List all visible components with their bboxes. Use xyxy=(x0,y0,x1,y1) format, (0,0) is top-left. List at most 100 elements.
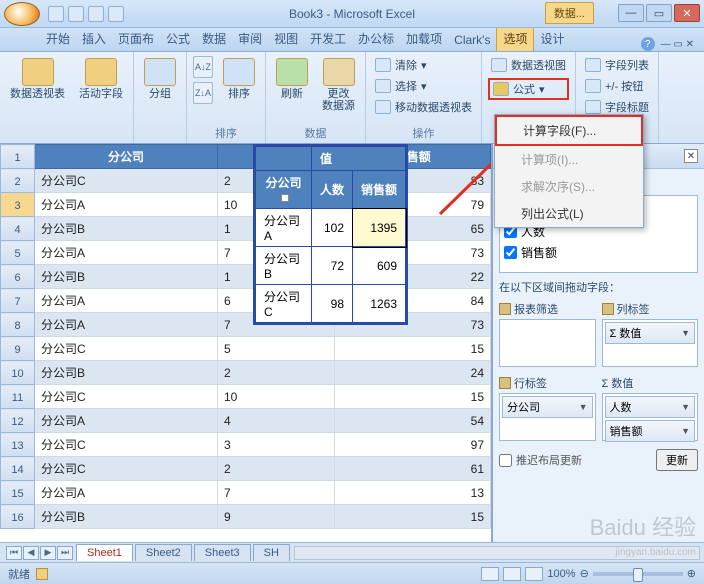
qat-redo-icon[interactable] xyxy=(88,6,104,22)
tab-nav-next[interactable]: ▶ xyxy=(40,546,56,560)
defer-layout[interactable]: 推迟布局更新 更新 xyxy=(493,445,704,475)
list-formulas-item[interactable]: 列出公式(L) xyxy=(495,200,643,227)
zoom-slider[interactable] xyxy=(593,572,683,576)
tag-company: 分公司▼ xyxy=(502,396,593,418)
table-cell: 分公司C xyxy=(35,337,218,361)
group-button[interactable]: 分组 xyxy=(140,56,180,102)
sheet-tab-3[interactable]: Sheet3 xyxy=(194,544,251,561)
sheet-tabs: ⏮ ◀ ▶ ⏭ Sheet1 Sheet2 Sheet3 SH xyxy=(0,542,704,562)
window-title: Book3 - Microsoft Excel xyxy=(289,7,415,21)
group-label-actions: 操作 xyxy=(372,123,475,141)
ribbon-group-group: 分组 xyxy=(134,52,187,143)
area-report-filter[interactable]: 报表筛选 xyxy=(499,299,596,367)
ribbon-group-sort: A↓Z Z↓A 排序 排序 xyxy=(187,52,266,143)
pivot-table[interactable]: 值 分公司 人数 销售额 分公司A1021395 分公司B72609 分公司C9… xyxy=(253,144,408,325)
horizontal-scrollbar[interactable] xyxy=(294,546,700,560)
tab-nav-prev[interactable]: ◀ xyxy=(23,546,39,560)
field-check-sales[interactable]: 销售额 xyxy=(504,242,693,263)
sheet-tab-4[interactable]: SH xyxy=(253,544,290,561)
tab-nav-last[interactable]: ⏭ xyxy=(57,546,73,560)
col-header: 分公司 xyxy=(35,145,218,169)
sort-desc-icon[interactable]: Z↓A xyxy=(193,82,213,104)
qat-undo-icon[interactable] xyxy=(68,6,84,22)
formulas-button[interactable]: 公式▾ xyxy=(488,78,569,100)
refresh-button[interactable]: 刷新 xyxy=(272,56,312,102)
tab-review[interactable]: 审阅 xyxy=(232,26,268,51)
worksheet-area[interactable]: 1分公司人数销售额2分公司C2833分公司A10794分公司B1655分公司A7… xyxy=(0,144,492,542)
area-column-labels[interactable]: 列标签 Σ 数值▼ xyxy=(602,299,699,367)
tab-nav-first[interactable]: ⏮ xyxy=(6,546,22,560)
tab-options[interactable]: 选项 xyxy=(496,25,534,51)
plusminus-button[interactable]: +/- 按钮 xyxy=(582,77,652,95)
update-button[interactable]: 更新 xyxy=(656,449,698,471)
status-ready: 就绪 xyxy=(8,566,30,582)
tab-design[interactable]: 设计 xyxy=(534,26,570,51)
tag-count: 人数▼ xyxy=(605,396,696,418)
tab-developer[interactable]: 开发工 xyxy=(304,26,352,51)
tab-view[interactable]: 视图 xyxy=(268,26,304,51)
pivot-filter-icon[interactable] xyxy=(281,194,289,202)
macro-record-icon[interactable] xyxy=(36,568,48,580)
sheet-tab-2[interactable]: Sheet2 xyxy=(135,544,192,561)
fieldlist-button[interactable]: 字段列表 xyxy=(582,56,652,74)
group-label-sort: 排序 xyxy=(193,123,259,141)
statusbar: 就绪 100% ⊖ ⊕ xyxy=(0,562,704,584)
clear-button[interactable]: 清除▾ xyxy=(372,56,475,74)
sheet-tab-1[interactable]: Sheet1 xyxy=(76,544,133,561)
ribbon-group-data: 刷新 更改 数据源 数据 xyxy=(266,52,366,143)
help-icon[interactable]: ? xyxy=(641,37,655,51)
table-cell: 分公司A xyxy=(35,409,218,433)
tab-addins1[interactable]: 办公标 xyxy=(352,26,400,51)
tab-layout[interactable]: 页面布 xyxy=(112,26,160,51)
sort-asc-icon[interactable]: A↓Z xyxy=(193,56,213,78)
view-normal-button[interactable] xyxy=(481,567,499,581)
view-layout-button[interactable] xyxy=(503,567,521,581)
active-field-button[interactable]: 活动字段 xyxy=(75,56,127,102)
fieldlist-close-button[interactable]: ✕ xyxy=(684,149,698,163)
column-icon xyxy=(602,303,614,315)
zoom-in-button[interactable]: ⊕ xyxy=(687,567,696,580)
table-cell: 分公司C xyxy=(35,169,218,193)
solve-order-item[interactable]: 求解次序(S)... xyxy=(495,173,643,200)
office-button[interactable] xyxy=(4,2,40,26)
move-button[interactable]: 移动数据透视表 xyxy=(372,98,475,116)
ribbon-group-actions: 清除▾ 选择▾ 移动数据透视表 操作 xyxy=(366,52,482,143)
table-cell: 分公司A xyxy=(35,481,218,505)
table-cell: 分公司C xyxy=(35,385,218,409)
row-icon xyxy=(499,377,511,389)
qat-print-icon[interactable] xyxy=(108,6,124,22)
maximize-button[interactable]: ▭ xyxy=(646,4,672,22)
calc-item-item[interactable]: 计算项(I)... xyxy=(495,146,643,173)
ribbon-group-pivottable: 数据透视表 活动字段 xyxy=(0,52,134,143)
select-icon xyxy=(375,79,391,93)
table-cell: 分公司A xyxy=(35,313,218,337)
table-cell: 分公司B xyxy=(35,361,218,385)
ribbon-tabs: 开始 插入 页面布 公式 数据 审阅 视图 开发工 办公标 加载项 Clark'… xyxy=(0,28,704,52)
area-values[interactable]: Σ 数值 人数▼ 销售额▼ xyxy=(602,373,699,441)
tab-addins2[interactable]: 加载项 xyxy=(400,26,448,51)
close-button[interactable]: ✕ xyxy=(674,4,700,22)
minimize-button[interactable]: — xyxy=(618,4,644,22)
sort-button[interactable]: 排序 xyxy=(219,56,259,102)
qat-save-icon[interactable] xyxy=(48,6,64,22)
fieldlist-icon xyxy=(585,58,601,72)
tab-data[interactable]: 数据 xyxy=(196,26,232,51)
change-source-button[interactable]: 更改 数据源 xyxy=(318,56,359,114)
clear-icon xyxy=(375,58,391,72)
table-cell: 分公司B xyxy=(35,505,218,529)
zoom-out-button[interactable]: ⊖ xyxy=(580,567,589,580)
calc-field-item[interactable]: 计算字段(F)... xyxy=(495,115,643,146)
tab-insert[interactable]: 插入 xyxy=(76,26,112,51)
tab-clarks[interactable]: Clark's xyxy=(448,29,496,51)
pivottable-button[interactable]: 数据透视表 xyxy=(6,56,69,102)
tab-home[interactable]: 开始 xyxy=(40,26,76,51)
quick-access-toolbar xyxy=(48,6,124,22)
titlebar: Book3 - Microsoft Excel 数据... — ▭ ✕ xyxy=(0,0,704,28)
area-row-labels[interactable]: 行标签 分公司▼ xyxy=(499,373,596,441)
tab-formulas[interactable]: 公式 xyxy=(160,26,196,51)
table-cell: 分公司C xyxy=(35,457,218,481)
pivotchart-button[interactable]: 数据透视图 xyxy=(488,56,569,74)
select-button[interactable]: 选择▾ xyxy=(372,77,475,95)
data-grid: 1分公司人数销售额2分公司C2833分公司A10794分公司B1655分公司A7… xyxy=(0,144,491,529)
view-break-button[interactable] xyxy=(525,567,543,581)
